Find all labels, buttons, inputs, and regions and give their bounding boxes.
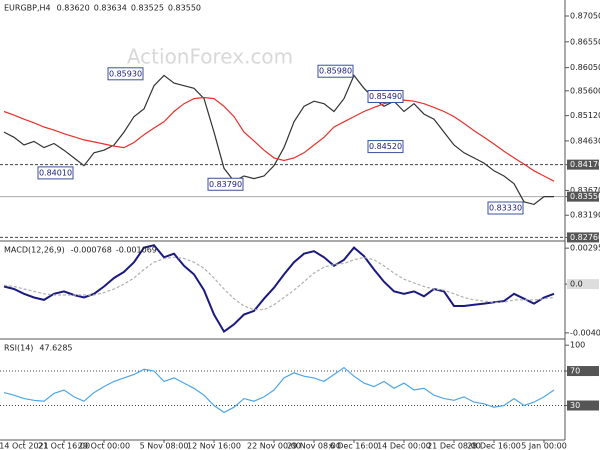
y-tick-label: 0.85600 <box>570 86 600 95</box>
x-tick-label: 12 Nov 16:00 <box>187 442 241 450</box>
y-tick-box <box>567 279 599 290</box>
y-tick-label: 70 <box>570 367 580 376</box>
annotation-label: 0.85980 <box>319 67 352 76</box>
annotation-box <box>367 90 404 104</box>
annotation-box <box>317 64 354 78</box>
annotation-label: 0.85930 <box>109 69 142 78</box>
y-tick-box <box>567 159 599 170</box>
series-line <box>3 366 555 414</box>
y-tick-label: 0.84170 <box>570 160 600 169</box>
series-line <box>3 96 555 182</box>
series-line <box>3 256 555 311</box>
x-tick-label: 5 Nov 08:00 <box>140 442 189 450</box>
annotation-label: 0.83790 <box>209 180 242 189</box>
y-tick-label: 30 <box>570 401 580 410</box>
series-line <box>3 74 554 206</box>
header-value: -0.001069 <box>116 246 157 255</box>
x-tick-label: 22 Nov 00:00 <box>247 442 301 450</box>
annotation-box <box>107 67 144 81</box>
x-tick-label: 5 Jan 00:00 <box>521 442 567 450</box>
panel-title: EURGBP,H4 <box>4 4 51 13</box>
y-tick-label: 0.83190 <box>570 211 600 220</box>
y-tick-label: 0.86550 <box>570 37 600 46</box>
header-value: -0.000768 <box>71 246 112 255</box>
x-tick-label: 6 Dec 16:00 <box>330 442 379 450</box>
y-tick-label: 0.002955 <box>570 244 600 253</box>
y-tick-label: 0.83670 <box>570 186 600 195</box>
x-tick-label: 29 Nov 08:00 <box>287 442 341 450</box>
x-tick-label: 21 Dec 08:00 <box>427 442 481 450</box>
annotation-label: 0.84520 <box>369 142 402 151</box>
y-tick-label: 0.82760 <box>570 233 600 242</box>
y-tick-box <box>567 232 599 243</box>
x-tick-label: 14 Oct 2021 <box>0 442 49 450</box>
header-value: 0.83550 <box>168 4 201 13</box>
header-value: 47.6285 <box>39 344 72 353</box>
annotation-box <box>367 140 404 154</box>
header-value: 0.83525 <box>131 4 164 13</box>
x-tick-label: 29 Oct 00:00 <box>78 442 130 450</box>
x-tick-label: 28 Dec 16:00 <box>467 442 521 450</box>
y-tick-label: 0.84630 <box>570 136 600 145</box>
y-tick-label: 100 <box>570 341 585 350</box>
header-value: 0.83620 <box>57 4 90 13</box>
panel-title: RSI(14) <box>4 344 33 353</box>
watermark: ActionForex.com <box>127 45 293 69</box>
y-tick-label: -0.004009 <box>570 328 600 337</box>
y-tick-box <box>567 191 599 202</box>
y-tick-label: 0.85120 <box>570 111 600 120</box>
annotation-box <box>207 177 244 191</box>
x-tick-label: 14 Dec 00:00 <box>377 442 431 450</box>
annotation-box <box>487 201 524 215</box>
y-tick-label: 0.83550 <box>570 192 600 201</box>
y-tick-box <box>567 400 599 411</box>
series-line <box>3 244 555 334</box>
annotation-label: 0.84010 <box>39 168 72 177</box>
y-tick-label: 0.0 <box>570 280 583 289</box>
y-tick-label: 0.87050 <box>570 12 600 21</box>
annotation-label: 0.83330 <box>489 204 522 213</box>
y-tick-box <box>567 366 599 377</box>
annotation-box <box>37 166 74 180</box>
header-value: 0.83634 <box>94 4 127 13</box>
x-tick-label: 21 Oct 16:00 <box>38 442 90 450</box>
panel-title: MACD(12,26,9) <box>4 246 65 255</box>
annotation-label: 0.85490 <box>369 92 402 101</box>
y-tick-label: 0.86050 <box>570 63 600 72</box>
